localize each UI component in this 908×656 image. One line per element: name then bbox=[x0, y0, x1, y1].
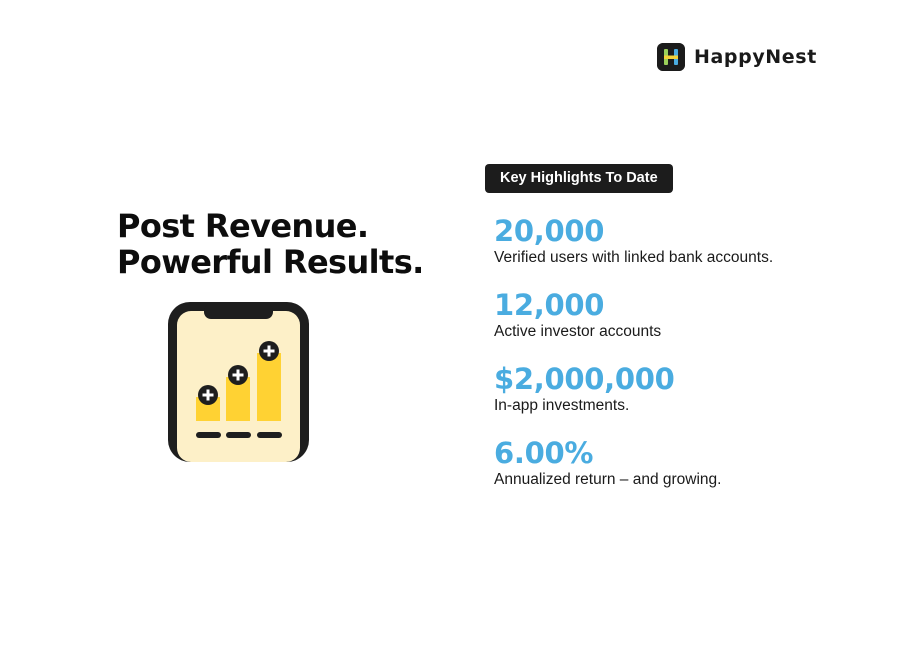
stat-label: Verified users with linked bank accounts… bbox=[494, 249, 774, 266]
highlights-list: 20,000 Verified users with linked bank a… bbox=[494, 214, 773, 510]
phone-growth-chart-icon bbox=[168, 302, 309, 462]
stat-label: In-app investments. bbox=[494, 397, 630, 414]
dash-icon bbox=[226, 432, 251, 438]
stat-item: 6.00% Annualized return – and growing. bbox=[494, 436, 773, 510]
highlights-badge: Key Highlights To Date bbox=[485, 164, 673, 193]
happynest-logo-icon bbox=[657, 43, 685, 71]
headline-line-1: Post Revenue. bbox=[117, 207, 369, 245]
plus-circle-icon bbox=[259, 341, 279, 361]
headline: Post Revenue. Powerful Results. bbox=[117, 208, 424, 280]
stat-item: 20,000 Verified users with linked bank a… bbox=[494, 214, 773, 288]
stat-label: Annualized return – and growing. bbox=[494, 471, 722, 488]
growth-bars bbox=[196, 341, 281, 421]
plus-circle-icon bbox=[228, 365, 248, 385]
dash-icon bbox=[196, 432, 221, 438]
growth-bar bbox=[257, 353, 281, 421]
brand-name: HappyNest bbox=[694, 46, 817, 68]
stat-item: $2,000,000 In-app investments. bbox=[494, 362, 773, 436]
plus-circle-icon bbox=[198, 385, 218, 405]
stat-item: 12,000 Active investor accounts bbox=[494, 288, 773, 362]
stat-value: 6.00% bbox=[494, 436, 594, 470]
dash-icon bbox=[257, 432, 282, 438]
brand-logo: HappyNest bbox=[657, 43, 817, 71]
stat-value: 20,000 bbox=[494, 214, 605, 248]
stat-value: $2,000,000 bbox=[494, 362, 675, 396]
headline-line-2: Powerful Results. bbox=[117, 243, 424, 281]
stat-value: 12,000 bbox=[494, 288, 605, 322]
stat-label: Active investor accounts bbox=[494, 323, 662, 340]
